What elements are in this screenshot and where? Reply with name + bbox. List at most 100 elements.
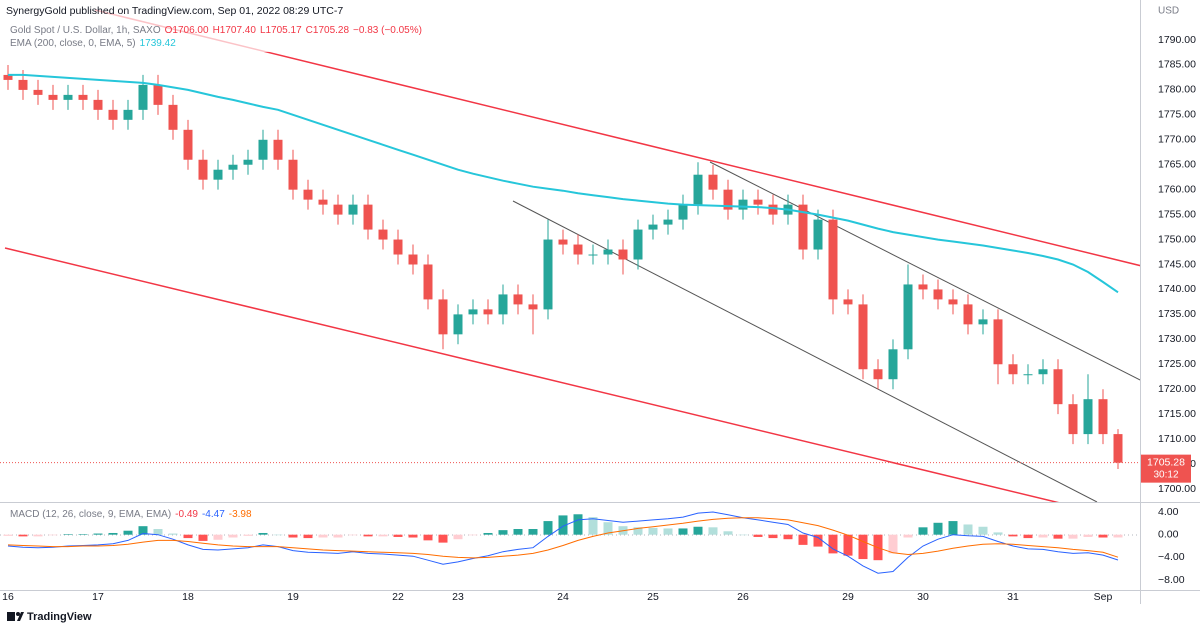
x-tick-label: Sep bbox=[1094, 591, 1113, 603]
histogram-bar bbox=[243, 534, 253, 536]
histogram-bar bbox=[543, 521, 553, 535]
histogram-bar bbox=[288, 534, 298, 538]
candle-body bbox=[1068, 404, 1078, 435]
y-tick-label: 1750.00 bbox=[1158, 233, 1196, 245]
trend-line bbox=[94, 9, 1140, 267]
histogram-bar bbox=[18, 534, 28, 537]
candle-body bbox=[648, 224, 658, 230]
candle-body bbox=[243, 159, 253, 165]
histogram-bar bbox=[483, 532, 493, 535]
y-tick-label: 1740.00 bbox=[1158, 283, 1196, 295]
x-tick-label: 17 bbox=[92, 591, 104, 603]
x-tick-label: 25 bbox=[647, 591, 659, 603]
histogram-bar bbox=[1083, 534, 1093, 537]
ema-value: 1739.42 bbox=[140, 38, 177, 49]
y-tick-label: 1730.00 bbox=[1158, 333, 1196, 345]
candle-body bbox=[258, 139, 268, 160]
histogram-bar bbox=[753, 534, 763, 537]
candle-body bbox=[963, 304, 973, 325]
trend-line bbox=[709, 161, 1140, 381]
candle-body bbox=[18, 79, 28, 90]
histogram-bar bbox=[798, 534, 808, 545]
histogram-bar bbox=[453, 534, 463, 540]
candle-body bbox=[438, 299, 448, 335]
histogram-bar bbox=[438, 534, 448, 543]
candle-body bbox=[633, 229, 643, 260]
histogram-bar bbox=[423, 534, 433, 541]
signal-value: -3.98 bbox=[229, 509, 252, 520]
currency: USD bbox=[1158, 6, 1179, 17]
histogram-bar bbox=[768, 534, 778, 539]
histogram-bar bbox=[138, 526, 148, 535]
histogram-bar bbox=[1053, 534, 1063, 539]
ohlc: L1705.17 bbox=[260, 25, 302, 36]
histogram-bar bbox=[573, 514, 583, 535]
histogram-bar bbox=[363, 534, 373, 537]
candle-body bbox=[318, 199, 328, 205]
candle-body bbox=[738, 199, 748, 210]
histogram-bar bbox=[33, 534, 43, 537]
histogram-bar bbox=[678, 528, 688, 535]
histogram-bar bbox=[303, 534, 313, 539]
candle-body bbox=[483, 309, 493, 315]
y-tick-label: 1735.00 bbox=[1158, 308, 1196, 320]
candle-body bbox=[33, 89, 43, 95]
histogram-value: -0.49 bbox=[175, 509, 198, 520]
y-tick-label: 4.00 bbox=[1158, 506, 1179, 518]
y-tick-label: 1710.00 bbox=[1158, 433, 1196, 445]
y-tick-label: 1790.00 bbox=[1158, 34, 1196, 46]
candle-body bbox=[1008, 364, 1018, 375]
histogram-bar bbox=[948, 521, 958, 535]
x-tick-label: 26 bbox=[737, 591, 749, 603]
candle-body bbox=[378, 229, 388, 240]
candle-body bbox=[513, 294, 523, 305]
candle-body bbox=[918, 284, 928, 290]
histogram-bar bbox=[603, 522, 613, 535]
candle-body bbox=[78, 94, 88, 100]
candle-body bbox=[363, 204, 373, 230]
candle-body bbox=[1083, 399, 1093, 435]
candle-body bbox=[213, 169, 223, 180]
candle-body bbox=[543, 239, 553, 310]
histogram-bar bbox=[513, 529, 523, 535]
candle-body bbox=[3, 74, 13, 80]
y-tick-label: 1725.00 bbox=[1158, 358, 1196, 370]
histogram-bar bbox=[918, 527, 928, 535]
signal-line bbox=[7, 517, 1119, 559]
histogram-bar bbox=[183, 534, 193, 539]
histogram-bar bbox=[828, 534, 838, 554]
candle-body bbox=[768, 204, 778, 215]
candle-body bbox=[288, 159, 298, 190]
histogram-bar bbox=[558, 515, 568, 535]
candle-body bbox=[498, 294, 508, 315]
candle-body bbox=[123, 109, 133, 120]
candle-body bbox=[588, 254, 598, 256]
candle-body bbox=[618, 249, 628, 260]
macd-name: MACD (12, 26, close, 9, EMA, EMA) bbox=[10, 509, 171, 520]
histogram-bar bbox=[738, 534, 748, 536]
candle-body bbox=[843, 299, 853, 305]
histogram-bar bbox=[48, 534, 58, 536]
candle-body bbox=[678, 204, 688, 220]
candle-body bbox=[903, 284, 913, 350]
candle-body bbox=[273, 139, 283, 160]
candle-body bbox=[993, 319, 1003, 365]
histogram-bar bbox=[63, 534, 73, 535]
logo-part bbox=[17, 612, 24, 621]
symbol: Gold Spot / U.S. Dollar, 1h, SAXO bbox=[10, 25, 161, 36]
y-tick-label: 1775.00 bbox=[1158, 109, 1196, 121]
histogram-bar bbox=[318, 534, 328, 538]
candle-body bbox=[828, 219, 838, 300]
histogram-bar bbox=[393, 534, 403, 537]
histogram-bar bbox=[153, 529, 163, 535]
candle-body bbox=[168, 104, 178, 130]
ema-name: EMA (200, close, 0, EMA, 5) bbox=[10, 38, 136, 49]
histogram-bar bbox=[348, 534, 358, 536]
candle-body bbox=[558, 239, 568, 245]
histogram-bar bbox=[378, 534, 388, 537]
candle-body bbox=[468, 309, 478, 315]
macd-pane bbox=[0, 511, 1140, 574]
histogram-bar bbox=[78, 534, 88, 535]
histogram-bar bbox=[963, 524, 973, 535]
x-tick-label: 19 bbox=[287, 591, 299, 603]
